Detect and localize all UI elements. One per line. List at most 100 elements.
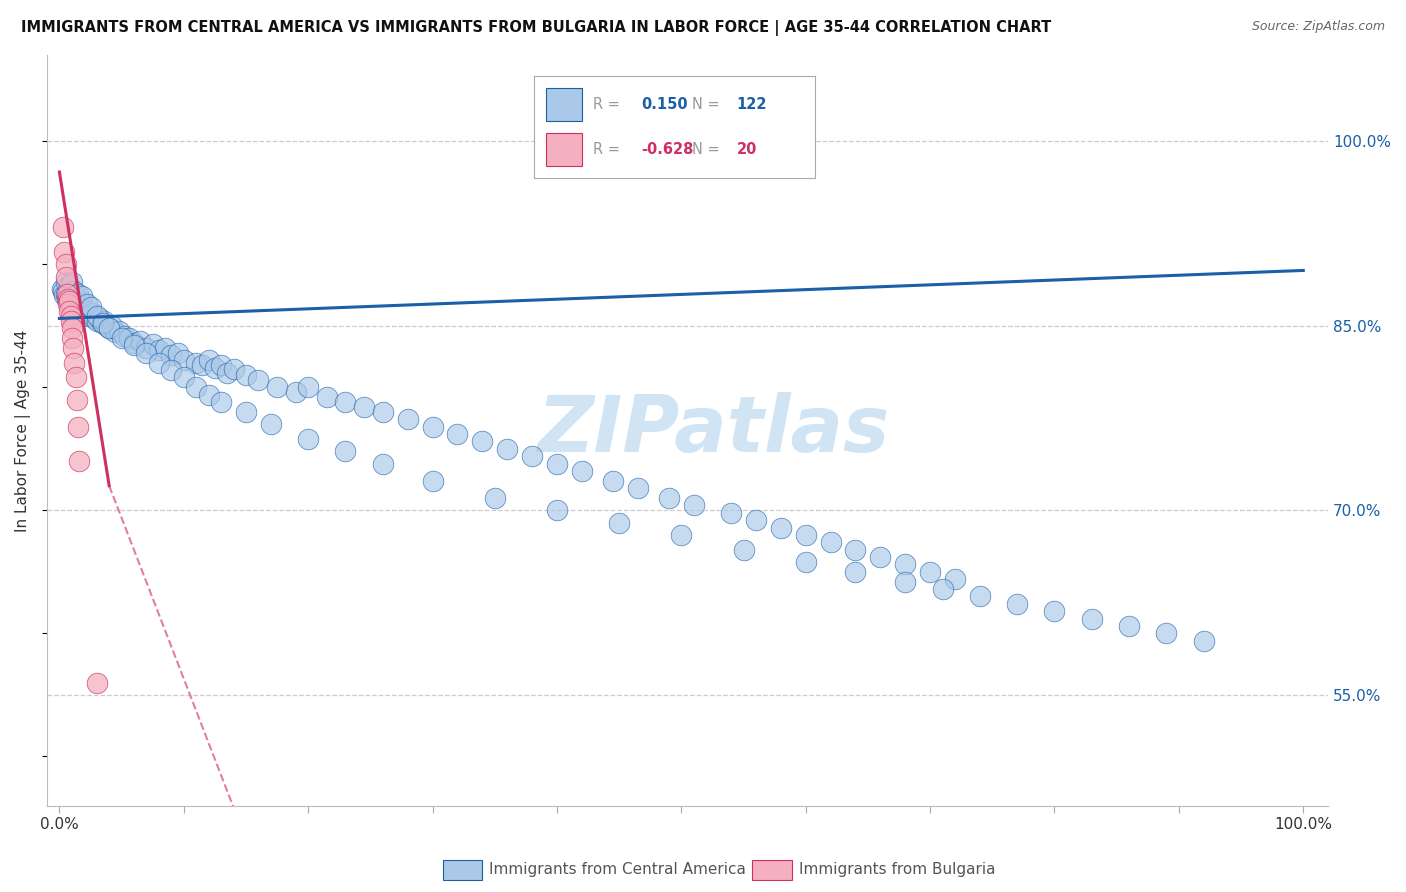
Point	[335, 444, 357, 458]
Point	[56, 292, 79, 306]
Point	[682, 499, 704, 513]
Point	[142, 337, 165, 351]
Point	[671, 528, 693, 542]
Point	[62, 292, 84, 306]
Point	[209, 358, 232, 372]
Point	[60, 296, 83, 310]
Text: IMMIGRANTS FROM CENTRAL AMERICA VS IMMIGRANTS FROM BULGARIA IN LABOR FORCE | AGE: IMMIGRANTS FROM CENTRAL AMERICA VS IMMIG…	[21, 20, 1052, 36]
Point	[60, 331, 83, 345]
Point	[122, 336, 145, 351]
Point	[59, 291, 82, 305]
Point	[1005, 597, 1028, 611]
Point	[484, 491, 506, 505]
Point	[658, 491, 681, 505]
Point	[86, 309, 108, 323]
Point	[53, 244, 76, 259]
Point	[67, 296, 90, 310]
Point	[59, 309, 82, 323]
Point	[217, 366, 239, 380]
Point	[66, 292, 89, 306]
Point	[186, 356, 208, 370]
Point	[69, 294, 91, 309]
Text: Immigrants from Central America: Immigrants from Central America	[489, 863, 747, 877]
Point	[969, 590, 991, 604]
Point	[135, 346, 157, 360]
Text: N =: N =	[692, 97, 724, 112]
Point	[297, 380, 319, 394]
Point	[122, 338, 145, 352]
Point	[627, 481, 650, 495]
Text: N =: N =	[692, 142, 724, 157]
Point	[894, 574, 917, 589]
Point	[160, 348, 183, 362]
Point	[86, 314, 108, 328]
Point	[260, 417, 283, 432]
Point	[869, 550, 891, 565]
Text: ZIPatlas: ZIPatlas	[537, 392, 890, 468]
Point	[844, 565, 866, 579]
Point	[70, 301, 93, 316]
Point	[266, 380, 288, 394]
Point	[353, 400, 375, 414]
Text: Immigrants from Bulgaria: Immigrants from Bulgaria	[799, 863, 995, 877]
Point	[1081, 611, 1104, 625]
Point	[104, 325, 127, 339]
Point	[794, 528, 817, 542]
Point	[67, 299, 90, 313]
Point	[62, 341, 84, 355]
Point	[63, 356, 86, 370]
Point	[197, 387, 219, 401]
Point	[720, 506, 742, 520]
Text: 20: 20	[737, 142, 756, 157]
Point	[58, 294, 80, 309]
Point	[135, 341, 157, 355]
Point	[335, 395, 357, 409]
Point	[59, 314, 82, 328]
Text: R =: R =	[593, 97, 624, 112]
Point	[297, 432, 319, 446]
Point	[745, 513, 768, 527]
Point	[108, 324, 131, 338]
Text: 122: 122	[737, 97, 768, 112]
Point	[98, 321, 121, 335]
Point	[93, 314, 115, 328]
Point	[110, 331, 132, 345]
Point	[80, 306, 103, 320]
Point	[56, 289, 79, 303]
Point	[371, 405, 394, 419]
Point	[173, 370, 195, 384]
Point	[197, 353, 219, 368]
Point	[396, 412, 419, 426]
Point	[844, 542, 866, 557]
Point	[67, 454, 90, 468]
Point	[58, 279, 80, 293]
Point	[820, 535, 842, 549]
Point	[56, 292, 79, 306]
Point	[371, 457, 394, 471]
Point	[894, 558, 917, 572]
Point	[55, 286, 77, 301]
Point	[86, 675, 108, 690]
Point	[1043, 604, 1066, 618]
Point	[235, 368, 257, 382]
Point	[733, 542, 755, 557]
Point	[943, 572, 966, 586]
Point	[52, 220, 75, 235]
Point	[931, 582, 953, 596]
Point	[191, 358, 214, 372]
Text: -0.628: -0.628	[641, 142, 693, 157]
Point	[70, 289, 93, 303]
Point	[148, 356, 170, 370]
Point	[112, 328, 135, 343]
Point	[284, 385, 307, 400]
Point	[222, 362, 245, 376]
Text: 0.150: 0.150	[641, 97, 688, 112]
Point	[55, 269, 77, 284]
Point	[186, 380, 208, 394]
Point	[66, 392, 89, 407]
Point	[1192, 633, 1215, 648]
Point	[77, 309, 100, 323]
Point	[67, 286, 90, 301]
Point	[60, 275, 83, 289]
Point	[65, 370, 87, 384]
